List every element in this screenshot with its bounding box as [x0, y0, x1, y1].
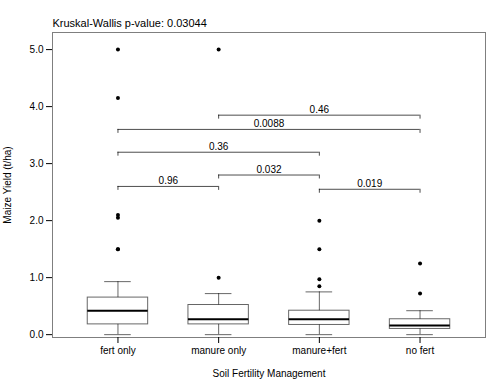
- svg-text:0.0: 0.0: [30, 329, 44, 340]
- svg-text:fert only: fert only: [100, 345, 136, 356]
- svg-text:4.0: 4.0: [30, 101, 44, 112]
- svg-text:0.46: 0.46: [310, 104, 330, 115]
- svg-text:0.019: 0.019: [357, 178, 382, 189]
- svg-text:0.36: 0.36: [209, 141, 229, 152]
- svg-text:1.0: 1.0: [30, 272, 44, 283]
- svg-text:0.0088: 0.0088: [254, 118, 285, 129]
- svg-text:manure+fert: manure+fert: [292, 345, 346, 356]
- svg-text:Maize Yield (t/ha): Maize Yield (t/ha): [2, 146, 13, 223]
- svg-text:2.0: 2.0: [30, 215, 44, 226]
- svg-text:5.0: 5.0: [30, 44, 44, 55]
- svg-text:0.032: 0.032: [256, 164, 281, 175]
- svg-text:Soil Fertility Management: Soil Fertility Management: [213, 368, 326, 379]
- svg-text:Kruskal-Wallis p-value: 0.0304: Kruskal-Wallis p-value: 0.03044: [53, 17, 207, 29]
- svg-text:3.0: 3.0: [30, 158, 44, 169]
- svg-text:no fert: no fert: [406, 345, 435, 356]
- svg-text:manure only: manure only: [191, 345, 246, 356]
- svg-text:0.96: 0.96: [159, 175, 179, 186]
